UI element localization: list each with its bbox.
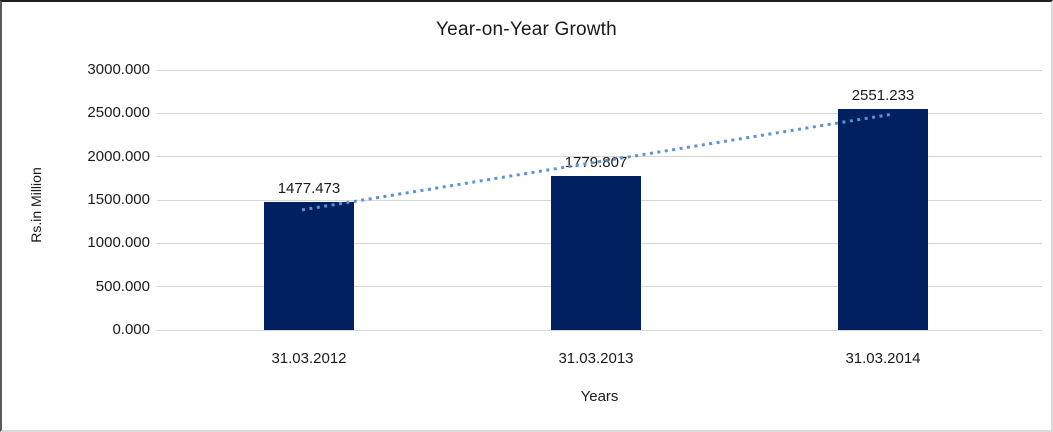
y-gridline (157, 329, 1042, 331)
y-tick-label: 1000.000 (87, 234, 150, 252)
y-gridline (157, 69, 1042, 71)
x-axis-title: Years (580, 388, 619, 405)
x-category-label: 31.03.2014 (845, 350, 921, 367)
y-tick-label: 0.000 (112, 321, 150, 338)
chart-title: Year-on-Year Growth (436, 19, 617, 40)
bar-data-label: 1779.807 (564, 153, 628, 171)
y-tick-label: 1500.000 (87, 191, 150, 208)
bar-data-label: 1477.473 (277, 179, 341, 197)
y-tick-label: 2500.000 (87, 104, 150, 122)
bar (264, 201, 354, 330)
x-category-label: 31.03.2013 (558, 350, 634, 367)
bar (838, 108, 928, 330)
y-tick-label: 500.000 (95, 277, 150, 295)
bar-data-label: 2551.233 (851, 86, 915, 104)
bar (551, 175, 641, 330)
x-category-label: 31.03.2012 (271, 350, 347, 367)
y-tick-label: 2000.000 (87, 147, 150, 165)
y-tick-label: 3000.000 (87, 61, 150, 78)
